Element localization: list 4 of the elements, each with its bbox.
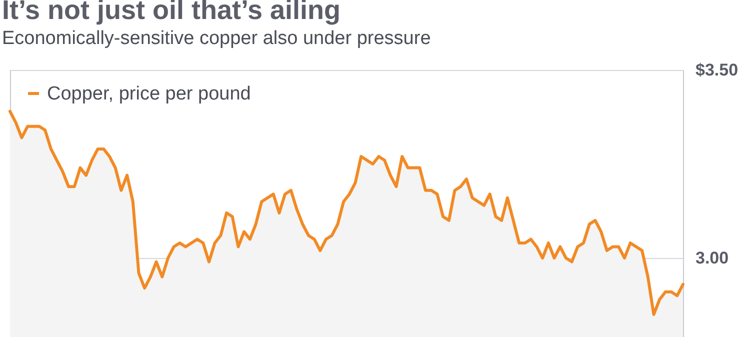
y-tick-label: $3.50 (696, 60, 738, 80)
chart-subtitle: Economically-sensitive copper also under pressure (2, 28, 431, 49)
legend-label: Copper, price per pound (47, 84, 251, 104)
y-tick-label: 3.00 (696, 248, 729, 268)
